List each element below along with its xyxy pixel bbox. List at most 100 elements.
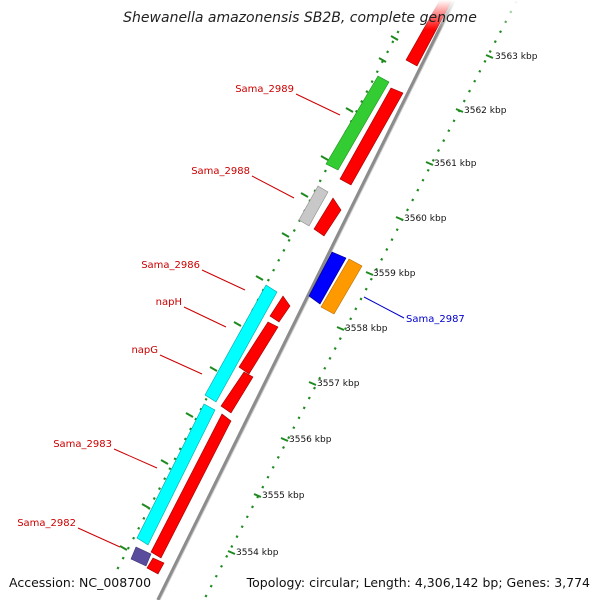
track-dot [323, 366, 327, 370]
track-dot [406, 208, 409, 212]
track-dash [119, 545, 128, 551]
label-sama-2989: Sama_2989 [235, 84, 294, 95]
track-dash [320, 155, 329, 161]
genome-backbone [156, 0, 456, 600]
track-dash [160, 459, 169, 465]
accession-text: Accession: NC_008700 [9, 575, 151, 590]
scale-tick-3557: 3557 kbp [317, 379, 360, 389]
track-dot [272, 268, 276, 272]
track-dot [209, 584, 213, 588]
scale-tick-mark [485, 54, 494, 59]
gene-sama-2987-blue[interactable] [308, 251, 347, 305]
gene-sama-2988[interactable] [298, 185, 329, 227]
scale-tick-3555: 3555 kbp [262, 491, 305, 501]
leader-napg [159, 354, 203, 375]
track-dot [328, 356, 332, 360]
track-dash [141, 503, 150, 509]
track-dot [375, 267, 378, 271]
track-dot [287, 436, 291, 440]
track-dot [426, 168, 430, 172]
label-naph: napH [156, 297, 182, 308]
track-dot [251, 505, 254, 509]
track-dot [292, 229, 296, 232]
track-dot [354, 307, 358, 311]
cds-sama-2988[interactable] [313, 197, 342, 237]
gene-sama-2982[interactable] [130, 546, 152, 567]
track-dash [345, 107, 354, 113]
track-dot [344, 327, 347, 331]
track-dash [185, 412, 194, 418]
cds-sama-2983[interactable] [150, 413, 232, 559]
track-dot [380, 257, 384, 261]
scale-tick-mark [455, 108, 464, 113]
track-dot [287, 238, 291, 242]
track-dot [204, 594, 208, 598]
track-dot [375, 70, 379, 74]
scale-tick-3561: 3561 kbp [434, 159, 477, 169]
track-dot [447, 129, 451, 133]
label-sama-2982: Sama_2982 [17, 518, 76, 529]
track-dot [158, 487, 161, 491]
scale-tick-3559: 3559 kbp [373, 269, 416, 279]
track-dot [173, 457, 177, 461]
track-dot [277, 258, 281, 262]
track-dot [462, 99, 466, 103]
track-dot [318, 376, 322, 380]
track-dot [132, 536, 136, 540]
gene-sama-2989[interactable] [325, 75, 390, 171]
label-sama-2983: Sama_2983 [53, 439, 112, 450]
track-dot [364, 287, 368, 291]
track-dot [282, 248, 286, 252]
track-dot [137, 526, 141, 530]
track-dot [385, 248, 389, 251]
track-dot [302, 406, 306, 410]
scale-tick-3556: 3556 kbp [289, 435, 332, 445]
track-dot [220, 564, 223, 568]
track-dot [452, 119, 456, 123]
leader-sama-2986 [201, 269, 246, 291]
track-dot [349, 317, 353, 321]
cds-sama-2989[interactable] [339, 87, 404, 186]
track-dot [297, 416, 301, 420]
leader-sama-2989 [295, 93, 341, 116]
gene-sama-2987-orange[interactable] [320, 258, 363, 315]
track-dot [121, 556, 125, 560]
track-dot [163, 477, 167, 481]
track-dot [323, 169, 327, 173]
gene-sama-2983[interactable] [136, 403, 216, 546]
scale-tick-mark [308, 381, 317, 386]
scale-tick-3554: 3554 kbp [236, 548, 279, 558]
track-dot [333, 347, 337, 350]
scale-tick-3562: 3562 kbp [464, 106, 507, 116]
cds-naph[interactable] [269, 295, 291, 323]
track-dot [395, 228, 399, 232]
track-dot [214, 574, 218, 578]
cds-sama-2982[interactable] [146, 557, 165, 575]
track-dot [386, 50, 390, 54]
track-dot [276, 455, 280, 459]
track-dot [240, 525, 244, 529]
leader-sama-2983 [113, 448, 158, 469]
scale-tick-mark [280, 437, 289, 442]
track-dot [282, 446, 285, 449]
cds-napg[interactable] [238, 321, 279, 375]
scale-tick-3563: 3563 kbp [495, 52, 538, 62]
label-sama-2987: Sama_2987 [406, 314, 465, 325]
track-dash [281, 232, 290, 238]
label-sama-2988: Sama_2988 [191, 166, 250, 177]
track-dot [307, 396, 311, 400]
leader-sama-2982 [77, 527, 121, 548]
track-dot [411, 198, 415, 202]
gene-sama-2986[interactable] [204, 284, 278, 403]
track-dot [390, 238, 394, 242]
scale-tick-mark [336, 326, 345, 331]
cds-2984[interactable] [220, 371, 254, 414]
track-dot [266, 475, 270, 479]
track-dash [378, 57, 387, 63]
leader-naph [183, 306, 227, 328]
track-dot [318, 179, 322, 183]
track-dot [359, 297, 363, 301]
track-dash [300, 192, 309, 198]
track-dot [266, 278, 270, 282]
